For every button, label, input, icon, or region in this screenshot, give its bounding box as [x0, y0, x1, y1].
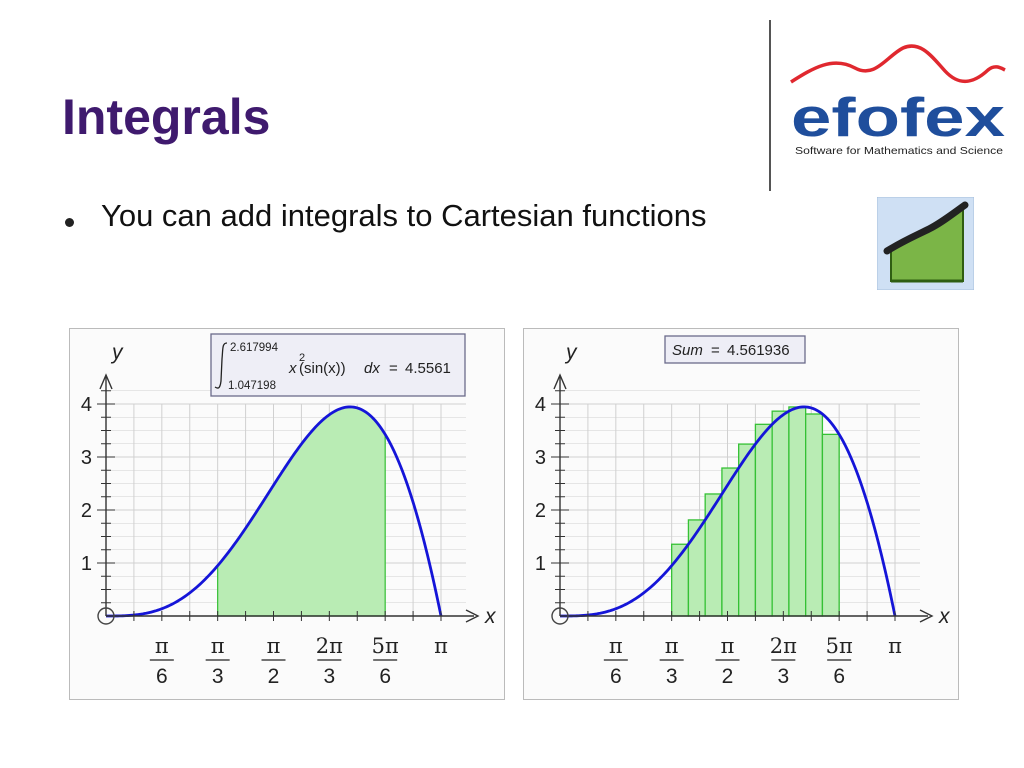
integral-label-box: 2.617994 1.047198 x2(sin(x)) dx = 4.5561 — [210, 333, 466, 397]
x-tick-denominator: 6 — [610, 665, 622, 688]
sum-rectangle — [805, 413, 824, 617]
sum-rectangle — [754, 423, 773, 617]
x-axis-arrow — [919, 609, 934, 623]
efofex-logo: efofex Software for Mathematics and Scie… — [790, 44, 1006, 157]
y-tick-label: 3 — [81, 447, 92, 469]
sum-rectangle — [788, 406, 807, 617]
integral-upper-limit: 2.617994 — [230, 342, 279, 354]
sum-label: Sum — [672, 342, 703, 359]
y-tick-label: 1 — [535, 553, 546, 575]
y-axis-arrow — [99, 373, 113, 390]
sum-label-box: Sum = 4.561936 — [664, 335, 806, 364]
x-tick-label: π — [434, 634, 448, 658]
integral-tool-icon[interactable] — [877, 197, 974, 290]
sum-rectangle — [738, 443, 757, 617]
x-tick-numerator: π — [888, 634, 902, 658]
logo-wave — [790, 44, 1006, 84]
integral-chart-panel: 1 2 3 4 y x π 6 π 3 π 2 2π 3 5π 6 π 2.617994 1.047198 x 2 (si… — [69, 328, 505, 700]
x-tick-label: π3 — [659, 634, 684, 688]
x-tick-numerator: π — [211, 634, 225, 658]
origin-marker — [551, 607, 569, 625]
integrand-exponent: 2 — [299, 352, 305, 364]
integrand-variable: x — [288, 360, 297, 377]
x-axis-label: x — [938, 605, 951, 628]
x-tick-label: π2 — [261, 634, 286, 688]
y-tick-label: 2 — [81, 500, 92, 522]
logo-tagline: Software for Mathematics and Science — [795, 145, 1003, 157]
integral-chart: 1234yxπ6π3π22π35π6π2.6179941.047198x2(si… — [81, 333, 497, 688]
function-curve — [106, 405, 443, 618]
x-tick-numerator: π — [665, 634, 679, 658]
x-tick-denominator: 3 — [666, 665, 678, 688]
function-curve — [560, 405, 897, 618]
x-tick-numerator: π — [609, 634, 623, 658]
y-tick-label: 1 — [81, 553, 92, 575]
integrand-rest: (sin(x)) — [299, 360, 346, 377]
x-tick-denominator: 6 — [379, 665, 391, 688]
x-tick-denominator: 3 — [212, 665, 224, 688]
x-tick-numerator: 2π — [770, 634, 797, 658]
integral-lower-limit: 1.047198 — [228, 380, 276, 392]
x-tick-numerator: π — [267, 634, 281, 658]
sum-value: 4.561936 — [727, 342, 790, 359]
x-tick-numerator: 5π — [826, 634, 853, 658]
label-box-frame — [210, 333, 466, 397]
y-axis-label: y — [110, 341, 124, 364]
header-divider — [769, 20, 771, 191]
x-axis-label: x — [484, 605, 497, 628]
x-tick-label: π — [888, 634, 902, 658]
x-tick-denominator: 6 — [833, 665, 845, 688]
y-tick-label: 2 — [535, 500, 546, 522]
integral-equals: = — [389, 360, 398, 377]
sum-rectangle — [821, 433, 840, 617]
x-tick-label: 5π6 — [826, 634, 853, 688]
y-tick-label: 3 — [535, 447, 546, 469]
x-tick-label: π2 — [715, 634, 740, 688]
integral-sign — [214, 342, 228, 389]
integral-result: 4.5561 — [405, 360, 451, 377]
integral-dx: dx — [364, 360, 380, 377]
x-tick-denominator: 2 — [268, 665, 280, 688]
x-tick-numerator: π — [434, 634, 448, 658]
x-tick-numerator: 5π — [372, 634, 399, 658]
x-tick-numerator: π — [721, 634, 735, 658]
bullet-text: You can add integrals to Cartesian funct… — [101, 198, 707, 233]
x-tick-denominator: 3 — [777, 665, 789, 688]
x-tick-label: π3 — [205, 634, 230, 688]
x-tick-label: π6 — [149, 634, 174, 688]
y-tick-label: 4 — [81, 394, 92, 416]
x-tick-denominator: 2 — [722, 665, 734, 688]
y-tick-label: 4 — [535, 394, 546, 416]
x-tick-label: 2π3 — [316, 634, 343, 688]
x-tick-label: π6 — [603, 634, 628, 688]
sum-rectangle — [704, 493, 723, 617]
slide-title: Integrals — [62, 89, 271, 145]
label-box-frame — [664, 335, 806, 364]
x-tick-numerator: 2π — [316, 634, 343, 658]
sum-equals: = — [711, 342, 720, 359]
x-tick-denominator: 6 — [156, 665, 168, 688]
origin-marker — [97, 607, 115, 625]
bullet-marker — [65, 218, 74, 227]
sum-rectangle — [771, 410, 790, 617]
x-axis-arrow — [465, 609, 480, 623]
x-tick-numerator: π — [155, 634, 169, 658]
x-tick-denominator: 3 — [323, 665, 335, 688]
y-axis-label: y — [564, 341, 578, 364]
y-axis-arrow — [553, 373, 567, 390]
logo-brand: efofex — [791, 86, 1006, 148]
x-tick-label: 5π6 — [372, 634, 399, 688]
riemann-sum-chart-panel: 1 2 3 4 y x π 6 π 3 π 2 2π 3 5π 6 π Sum = 4.561936 — [523, 328, 959, 700]
x-tick-label: 2π3 — [770, 634, 797, 688]
